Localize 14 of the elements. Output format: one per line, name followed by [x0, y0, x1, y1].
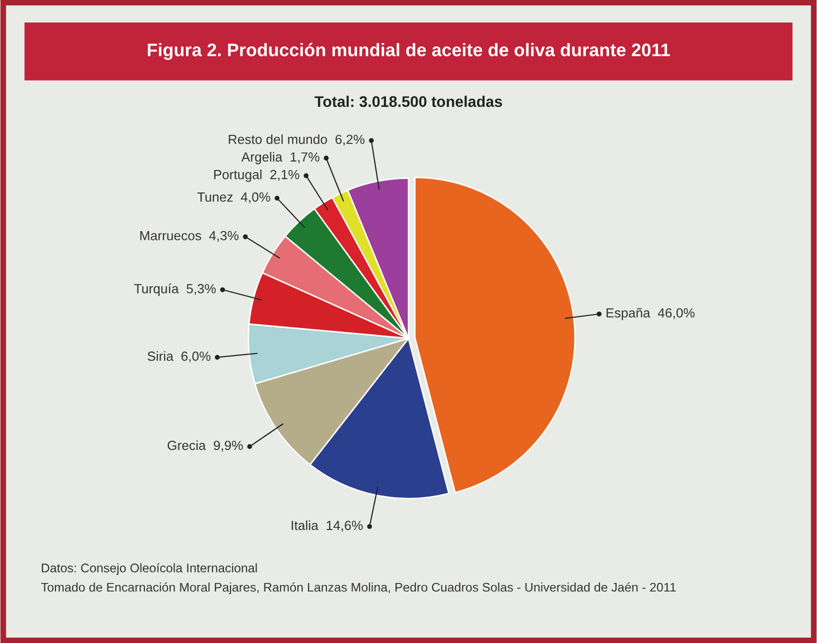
slice-label: Siria 6,0% — [148, 351, 210, 362]
chart-subtitle: Total: 3.018.500 toneladas — [314, 96, 502, 108]
slice-label: Tunez 4,0% — [197, 192, 270, 204]
chart-title: Figura 2. Producción mundial de aceite de oliva durante 2011 — [148, 42, 670, 60]
text: Datos: Consejo Oleoícola Internacional — [42, 563, 257, 575]
slice-label: Portugal 2,1% — [214, 170, 300, 182]
slice-label: Argelia 1,7% — [241, 152, 320, 164]
slice-label: Italia 14,6% — [292, 520, 363, 532]
slice-label: Marruecos 4,3% — [140, 230, 239, 242]
text: Tomado de Encarnación Moral Pajares, Ramón Lanzas Molina, Pedro Cuadros Solas - Universidad de Jaén - 2011 — [41, 582, 676, 594]
slice-label: Turquía 5,3% — [134, 284, 216, 296]
slice-label: España 46,0% — [606, 308, 695, 320]
slice-label: Resto del mundo 6,2% — [228, 134, 364, 146]
slice-label: Grecia 9,9% — [168, 440, 243, 452]
